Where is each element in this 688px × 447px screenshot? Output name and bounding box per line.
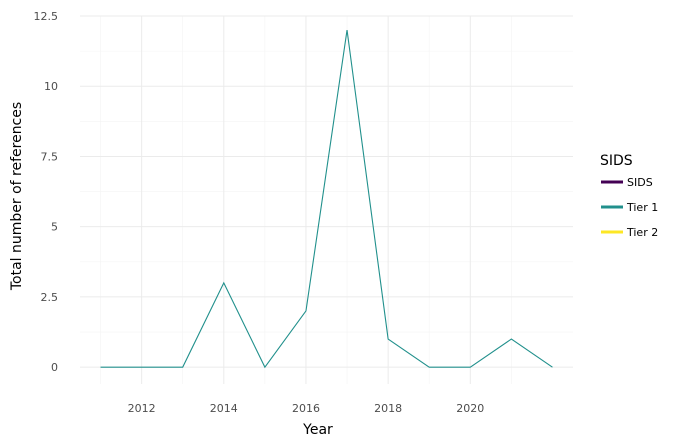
x-tick-label: 2016 <box>292 402 320 415</box>
legend-entry-label: SIDS <box>627 176 653 189</box>
legend: SIDS SIDS Tier 1 Tier 2 <box>600 153 658 239</box>
y-tick-label: 2.5 <box>41 291 59 304</box>
legend-entry-label: Tier 2 <box>626 226 658 239</box>
legend-title: SIDS <box>600 153 633 169</box>
minor-gridlines <box>80 16 573 384</box>
series-line-tier-1 <box>100 29 553 369</box>
y-tick-label: 7.5 <box>41 150 59 163</box>
y-tick-label: 5 <box>51 221 58 234</box>
legend-entries: SIDS Tier 1 Tier 2 <box>601 176 658 239</box>
x-tick-label: 2014 <box>210 402 238 415</box>
x-tick-label: 2012 <box>128 402 156 415</box>
y-axis-title: Total number of references <box>9 102 25 291</box>
y-tick-label: 0 <box>51 361 58 374</box>
y-tick-label: 10 <box>44 80 58 93</box>
series-layer <box>100 29 553 369</box>
y-tick-labels: 0 2.5 5 7.5 10 12.5 <box>34 10 59 374</box>
x-axis-title: Year <box>302 422 333 438</box>
x-tick-label: 2020 <box>456 402 484 415</box>
major-gridlines <box>80 15 573 384</box>
x-tick-label: 2018 <box>374 402 402 415</box>
x-tick-labels: 2012 2014 2016 2018 2020 <box>128 402 485 415</box>
legend-entry-label: Tier 1 <box>626 201 658 214</box>
y-tick-label: 12.5 <box>34 10 59 23</box>
